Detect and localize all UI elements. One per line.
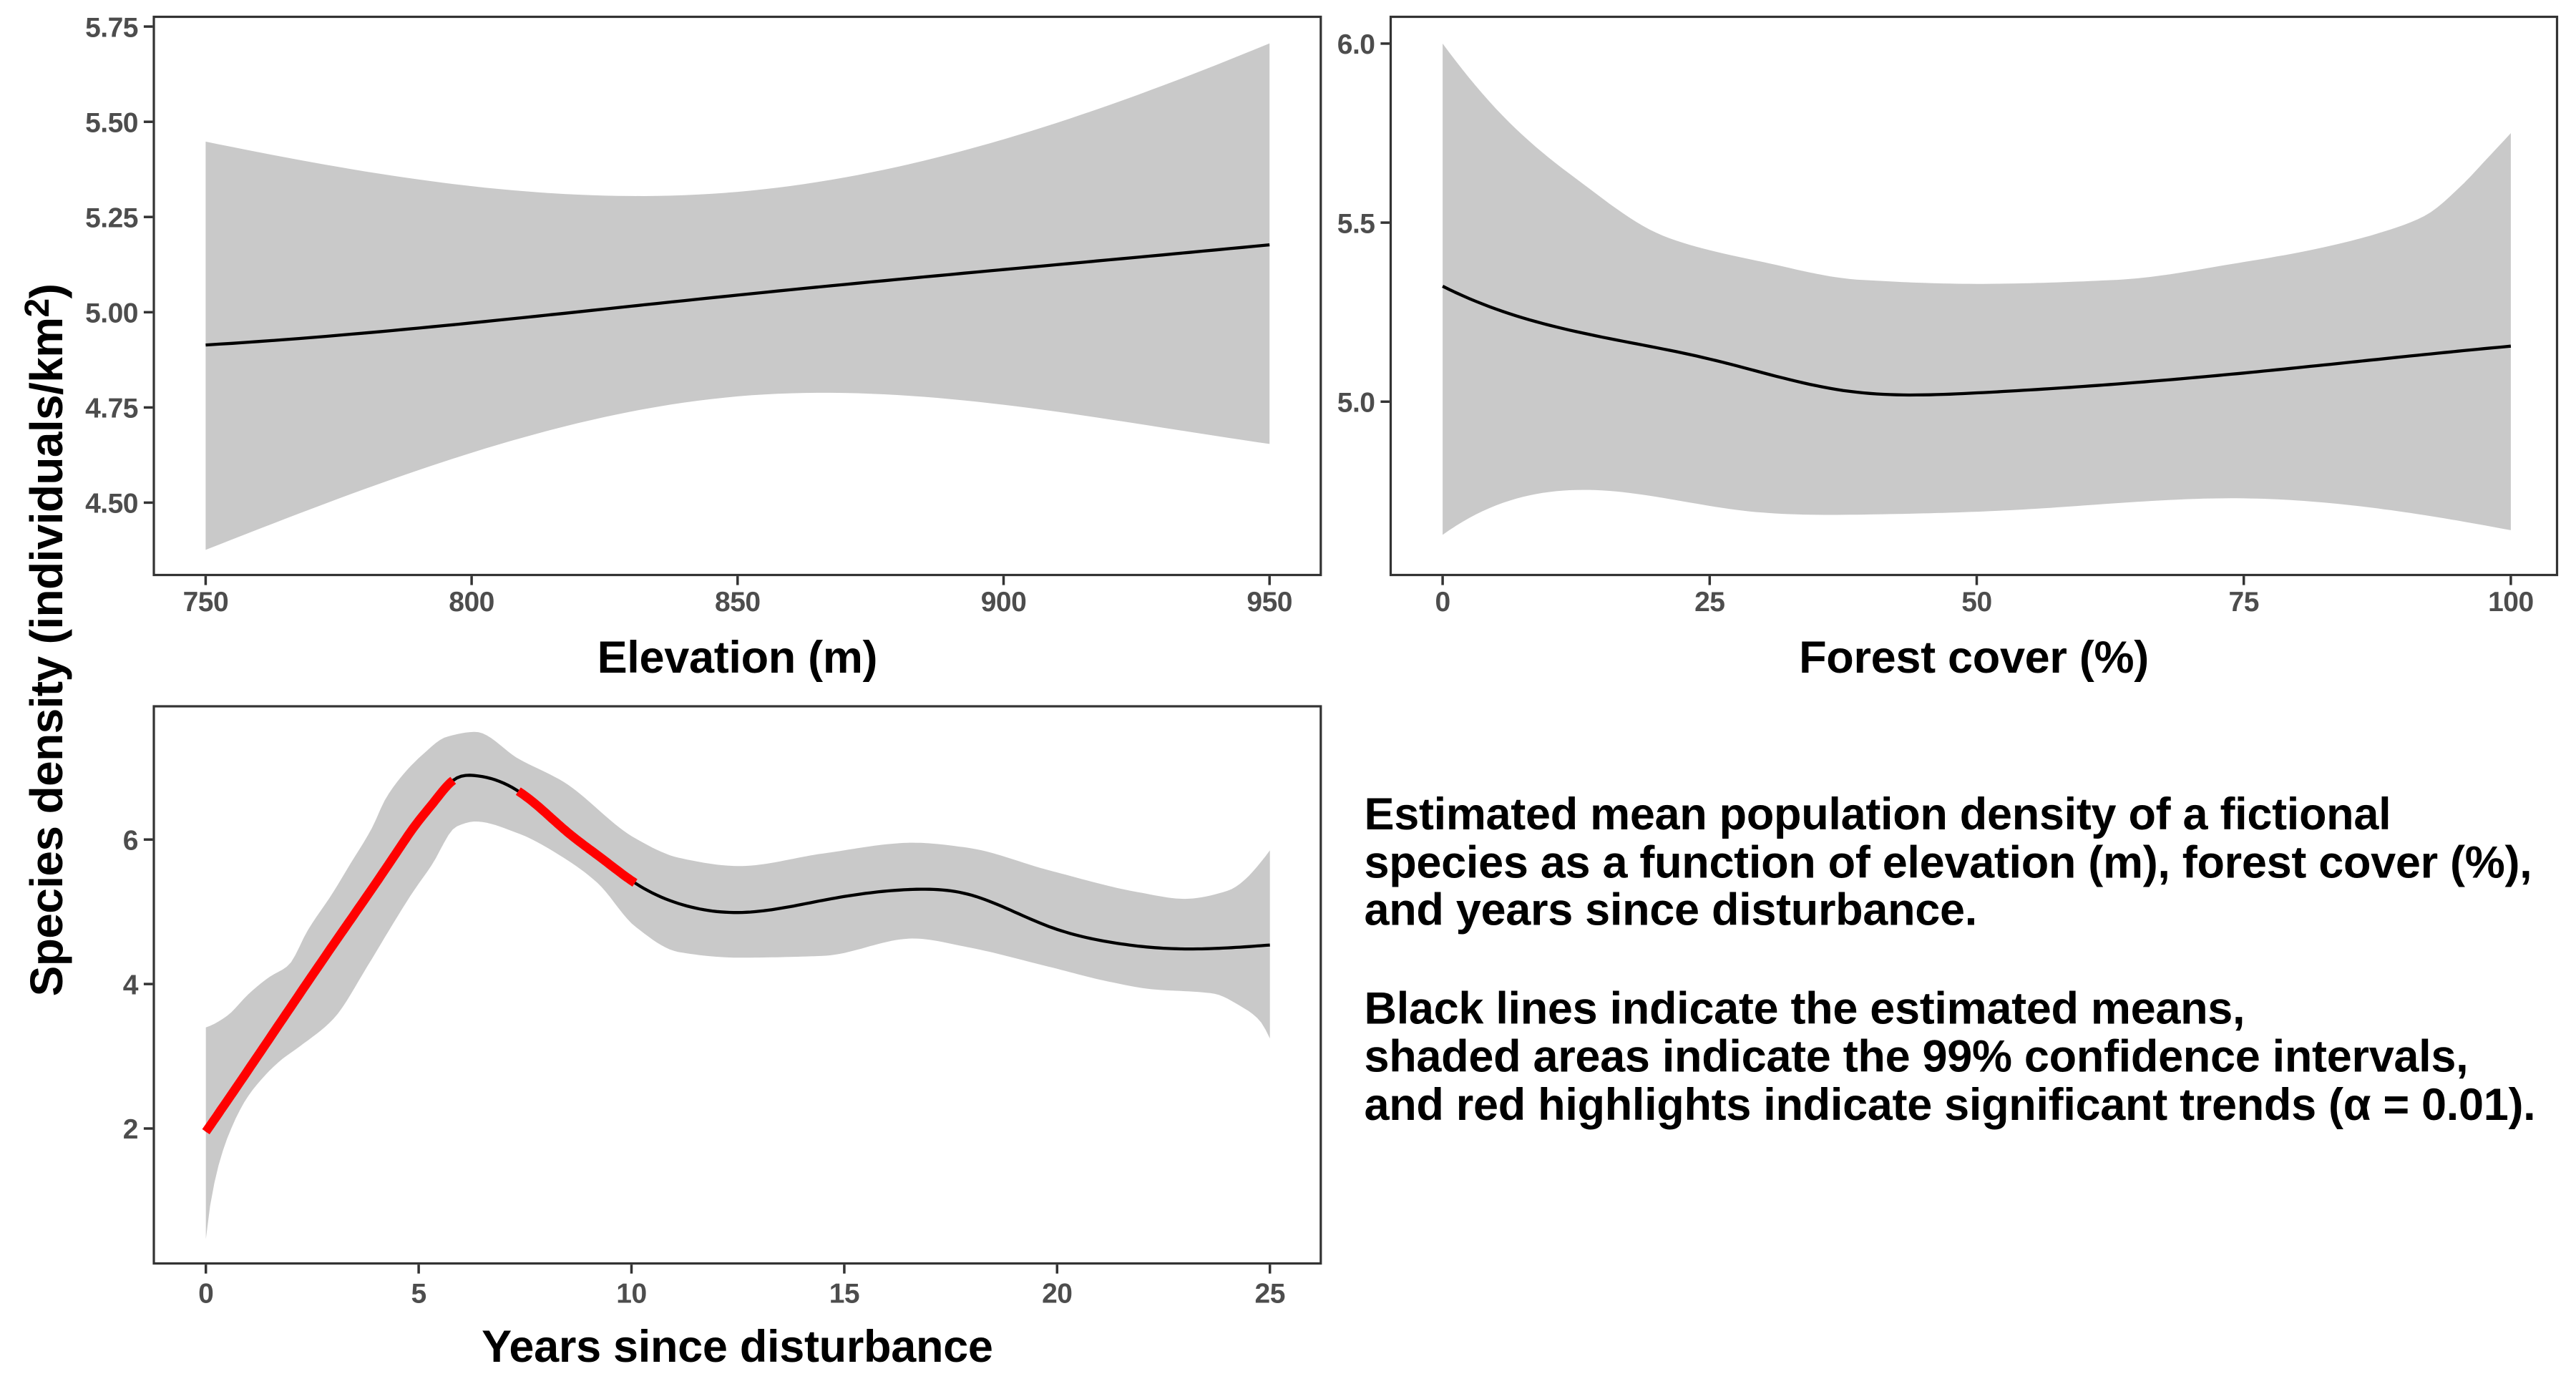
svg-text:25: 25 xyxy=(1255,1278,1285,1309)
svg-text:and red highlights indicate si: and red highlights indicate significant … xyxy=(1365,1080,2536,1130)
svg-text:5.25: 5.25 xyxy=(85,203,138,233)
svg-text:2: 2 xyxy=(123,1114,138,1145)
svg-text:Estimated mean population dens: Estimated mean population density of a f… xyxy=(1365,789,2391,839)
svg-text:950: 950 xyxy=(1246,587,1292,618)
svg-text:20: 20 xyxy=(1042,1278,1072,1309)
svg-text:4.75: 4.75 xyxy=(85,394,138,424)
svg-text:5.0: 5.0 xyxy=(1337,388,1375,419)
svg-text:15: 15 xyxy=(829,1278,859,1309)
svg-text:4: 4 xyxy=(123,970,139,1000)
svg-text:900: 900 xyxy=(981,587,1027,618)
svg-text:Forest cover (%): Forest cover (%) xyxy=(1799,633,2149,683)
svg-text:5: 5 xyxy=(411,1278,426,1309)
svg-text:75: 75 xyxy=(2229,587,2259,618)
svg-text:5.75: 5.75 xyxy=(85,12,138,43)
svg-text:6.0: 6.0 xyxy=(1337,29,1375,60)
svg-text:50: 50 xyxy=(1961,587,1991,618)
svg-text:Elevation (m): Elevation (m) xyxy=(597,633,878,683)
svg-text:10: 10 xyxy=(616,1278,646,1309)
svg-text:850: 850 xyxy=(715,587,761,618)
svg-text:4.50: 4.50 xyxy=(85,489,138,520)
svg-text:6: 6 xyxy=(123,825,138,856)
svg-text:species as a function of eleva: species as a function of elevation (m), … xyxy=(1365,838,2532,888)
svg-text:25: 25 xyxy=(1694,587,1724,618)
svg-text:Years since disturbance: Years since disturbance xyxy=(482,1322,992,1372)
svg-text:Black lines indicate the estim: Black lines indicate the estimated means… xyxy=(1365,983,2245,1033)
svg-text:shaded areas indicate the 99%: shaded areas indicate the 99% confidence… xyxy=(1365,1032,2469,1082)
svg-text:5.00: 5.00 xyxy=(85,298,138,329)
svg-text:0: 0 xyxy=(198,1278,213,1309)
svg-text:750: 750 xyxy=(183,587,229,618)
svg-text:5.50: 5.50 xyxy=(85,107,138,138)
svg-text:800: 800 xyxy=(449,587,494,618)
svg-text:0: 0 xyxy=(1435,587,1450,618)
svg-text:Species density (individuals/k: Species density (individuals/km2) xyxy=(19,284,72,997)
svg-text:100: 100 xyxy=(2488,587,2534,618)
svg-text:5.5: 5.5 xyxy=(1337,208,1375,239)
svg-text:and years since disturbance.: and years since disturbance. xyxy=(1365,884,1977,935)
